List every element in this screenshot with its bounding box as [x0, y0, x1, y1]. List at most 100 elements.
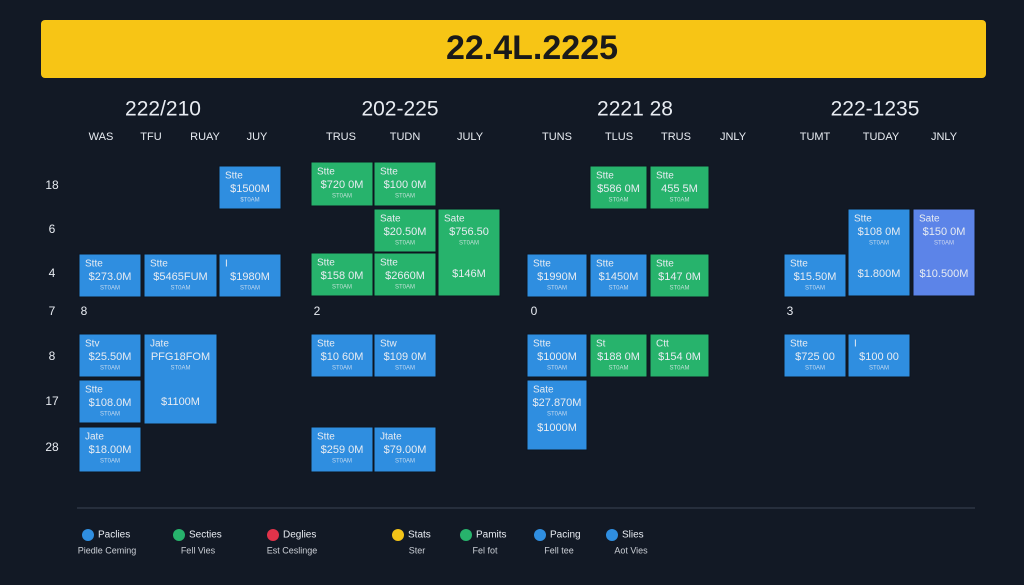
- section-label: 0: [531, 304, 538, 318]
- card[interactable]: [526, 333, 588, 378]
- legend-label: Secties: [189, 530, 222, 541]
- card[interactable]: [649, 333, 710, 378]
- card-label: Stte: [380, 167, 398, 178]
- header-banner: [41, 20, 986, 78]
- card[interactable]: [649, 253, 710, 298]
- card[interactable]: [78, 253, 142, 298]
- card[interactable]: [526, 253, 588, 298]
- column-header: TLUS: [605, 131, 633, 143]
- card[interactable]: [310, 426, 374, 473]
- card-value: $150 0M: [923, 226, 966, 238]
- column-header: TUDAY: [863, 131, 900, 143]
- card-extra: $1.800M: [858, 268, 901, 280]
- card-label: Stte: [533, 339, 551, 350]
- legend-sub: Fell tee: [544, 545, 574, 555]
- legend-dot: [173, 529, 185, 541]
- card[interactable]: [143, 333, 218, 425]
- card-sub: ST0AM: [869, 241, 889, 247]
- card[interactable]: [373, 426, 437, 473]
- section-label: 2: [314, 304, 321, 318]
- card[interactable]: [373, 252, 437, 297]
- card-sub: ST0AM: [395, 241, 415, 247]
- card-value: $108.0M: [89, 397, 132, 409]
- row-label: 17: [45, 394, 59, 408]
- card[interactable]: [373, 161, 437, 207]
- legend-sub: Est Ceslinge: [267, 545, 318, 555]
- card-sub: ST0AM: [332, 366, 352, 372]
- section-label: 8: [81, 304, 88, 318]
- card[interactable]: [589, 165, 648, 210]
- card[interactable]: [589, 253, 648, 298]
- row-label: 28: [45, 440, 59, 454]
- card-label: Stte: [317, 167, 335, 178]
- card-label: Jate: [85, 432, 104, 443]
- legend-dot: [82, 529, 94, 541]
- column-header: JNLY: [931, 131, 958, 143]
- card-label: Stte: [790, 259, 808, 270]
- card-value: $15.50M: [794, 271, 837, 283]
- card[interactable]: [437, 208, 501, 297]
- card-label: Stte: [656, 259, 674, 270]
- card-value: $725 00: [795, 351, 835, 363]
- panel-title: 222/210: [125, 98, 201, 121]
- card-label: Jtate: [380, 432, 402, 443]
- card[interactable]: [912, 208, 976, 297]
- card-extra: $1100M: [161, 396, 200, 408]
- legend-dot: [606, 529, 618, 541]
- card[interactable]: [847, 208, 911, 297]
- card-sub: ST0AM: [395, 366, 415, 372]
- section-label: 3: [787, 304, 794, 318]
- card[interactable]: [310, 333, 374, 378]
- card[interactable]: [649, 165, 710, 210]
- card-sub: ST0AM: [608, 286, 628, 292]
- card-label: I: [225, 259, 228, 270]
- card[interactable]: [526, 379, 588, 451]
- card-value: $147 0M: [658, 271, 701, 283]
- card-value: $27.870M: [533, 397, 582, 409]
- card[interactable]: [78, 379, 142, 424]
- card-extra: $1000M: [537, 422, 577, 434]
- card-sub: ST0AM: [170, 366, 190, 372]
- card-label: Sate: [919, 214, 940, 225]
- card[interactable]: [78, 333, 142, 378]
- card[interactable]: [218, 253, 282, 298]
- card[interactable]: [143, 253, 218, 298]
- card[interactable]: [218, 165, 282, 210]
- card[interactable]: [847, 333, 911, 378]
- card-sub: ST0AM: [669, 286, 689, 292]
- card-value: $25.50M: [89, 351, 132, 363]
- card-value: $100 00: [859, 351, 899, 363]
- card-value: $20.50M: [384, 226, 427, 238]
- card-value: $108 0M: [858, 226, 901, 238]
- legend-dot: [392, 529, 404, 541]
- column-header: TRUS: [326, 131, 356, 143]
- card-label: Sate: [533, 385, 554, 396]
- card-value: $2660M: [385, 270, 425, 282]
- legend-dot: [460, 529, 472, 541]
- card-sub: ST0AM: [869, 366, 889, 372]
- card[interactable]: [373, 208, 437, 253]
- column-header: TUMT: [800, 131, 831, 143]
- card-sub: ST0AM: [547, 286, 567, 292]
- card-label: Stte: [225, 171, 243, 182]
- legend-label: Paclies: [98, 530, 130, 541]
- card-label: Sate: [380, 214, 401, 225]
- card[interactable]: [783, 333, 847, 378]
- card[interactable]: [783, 253, 847, 298]
- card-label: Stte: [596, 259, 614, 270]
- card-value: PFG18FOM: [151, 351, 210, 363]
- panel-title: 2221 28: [597, 98, 673, 121]
- card-label: Stte: [317, 258, 335, 269]
- card[interactable]: [78, 426, 142, 473]
- card-sub: ST0AM: [100, 459, 120, 465]
- card[interactable]: [310, 161, 374, 207]
- card-sub: ST0AM: [332, 285, 352, 291]
- card-value: 455 5M: [661, 183, 698, 195]
- card[interactable]: [373, 333, 437, 378]
- card-sub: ST0AM: [332, 194, 352, 200]
- card-value: $5465FUM: [153, 271, 207, 283]
- card-value: $109 0M: [384, 351, 427, 363]
- card-label: Stte: [533, 259, 551, 270]
- card[interactable]: [589, 333, 648, 378]
- card[interactable]: [310, 252, 374, 297]
